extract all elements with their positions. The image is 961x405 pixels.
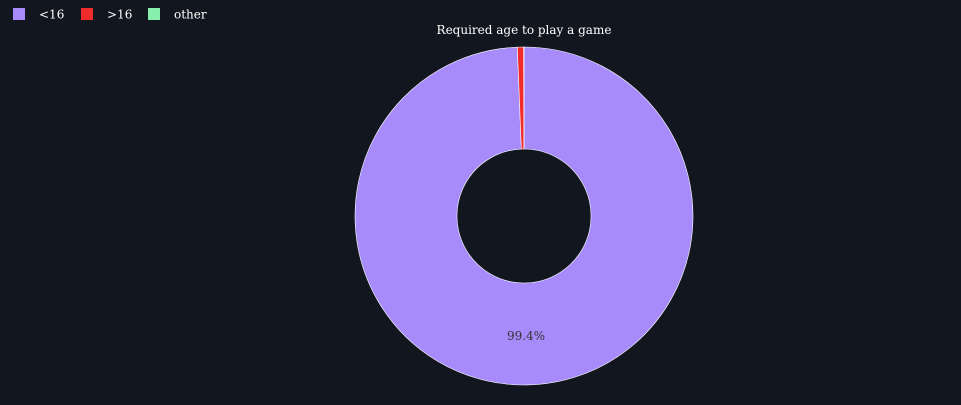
slice-under-16[interactable] xyxy=(354,46,694,386)
legend-swatch-other xyxy=(148,8,160,20)
legend: <16 >16 other xyxy=(13,8,207,22)
chart-title: Required age to play a game xyxy=(437,23,612,37)
legend-item-under-16[interactable]: <16 xyxy=(13,8,64,22)
legend-swatch-over-16 xyxy=(81,8,93,20)
slice-data-label: 99.4% xyxy=(507,329,545,343)
legend-item-other[interactable]: other xyxy=(148,8,207,22)
donut-slices xyxy=(354,46,694,386)
legend-label-over-16: >16 xyxy=(107,8,132,22)
legend-item-over-16[interactable]: >16 xyxy=(81,8,132,22)
legend-label-other: other xyxy=(174,8,207,22)
legend-swatch-under-16 xyxy=(13,8,25,20)
legend-label-under-16: <16 xyxy=(39,8,64,22)
